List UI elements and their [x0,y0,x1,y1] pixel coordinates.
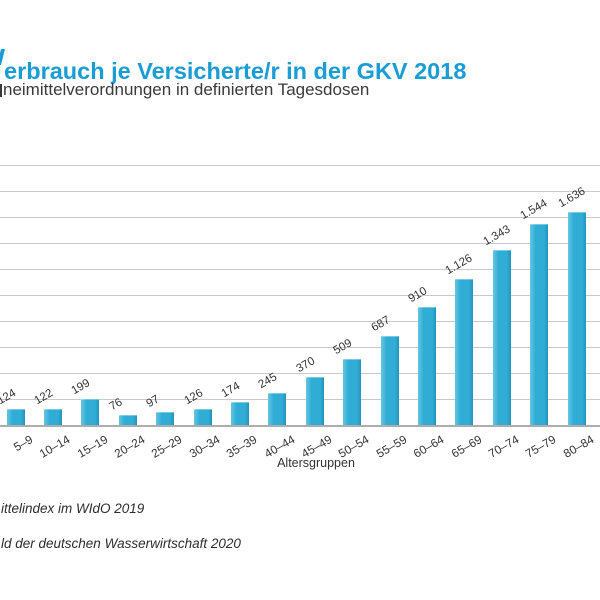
bar-value-label: 199 [69,377,93,398]
bar [492,250,511,425]
bar [305,376,324,425]
x-tick-label: 75–79 [523,432,559,461]
bar-value-label: 509 [331,336,355,357]
bar [81,399,100,425]
gridline [0,191,600,192]
bar [530,224,549,425]
gridline [0,399,600,400]
bar [380,335,399,425]
x-axis-title: Altersgruppen [277,456,355,470]
clipped-letter-fragment [0,84,2,97]
gridline [0,347,600,348]
gridline [0,243,600,244]
chart-subtitle: neimittelverordnungen in definierten Tag… [3,80,370,99]
bar-value-label: 1.343 [481,223,513,249]
x-tick-label: 60–64 [410,432,447,461]
bar-value-label: 97 [144,393,162,411]
bar [567,212,586,425]
bar [193,408,212,425]
source-note-2: ld der deutschen Wasserwirtschaft 2020 [1,536,241,551]
bar-value-label: 122 [32,387,56,408]
bar-value-label: 245 [256,371,280,392]
gridline [0,295,600,296]
bar [156,412,175,425]
x-tick-label: 35–39 [223,432,260,461]
bar [455,278,474,425]
bar [268,393,287,425]
x-tick-label: 55–59 [373,432,409,461]
x-tick-label: 25–29 [149,432,185,461]
bar-value-label: 1.636 [556,185,587,211]
x-tick-label: 65–69 [448,432,484,461]
bar-value-label: 1.544 [518,197,550,223]
bar-value-label: 687 [369,313,392,334]
bar [6,408,25,425]
x-tick-label: 80–84 [560,432,596,461]
source-note-1: ittelindex im WIdO 2019 [1,501,145,516]
chart-title: erbrauch je Versicherte/r in der GKV 201… [4,57,467,84]
gridline [0,321,600,322]
bar [417,306,436,425]
gridline [0,217,600,218]
x-tick-label: 20–24 [111,432,148,461]
bar-value-label: 126 [182,386,205,407]
gridline [0,269,600,270]
bar-value-label: 124 [0,387,18,408]
bar [343,358,362,425]
x-tick-label: 30–34 [186,432,222,461]
x-tick-label: 5–9 [10,432,35,455]
bar [230,402,249,425]
bar [118,415,137,425]
x-tick-label: 15–19 [74,432,110,461]
bar [43,409,62,425]
bar-value-label: 1.126 [443,251,475,277]
bar-value-label: 910 [406,284,430,305]
x-tick-label: 10–14 [36,432,73,461]
gridline [0,165,600,166]
gridline [0,373,600,374]
x-axis-line [0,425,600,427]
x-tick-label: 70–74 [485,432,522,461]
